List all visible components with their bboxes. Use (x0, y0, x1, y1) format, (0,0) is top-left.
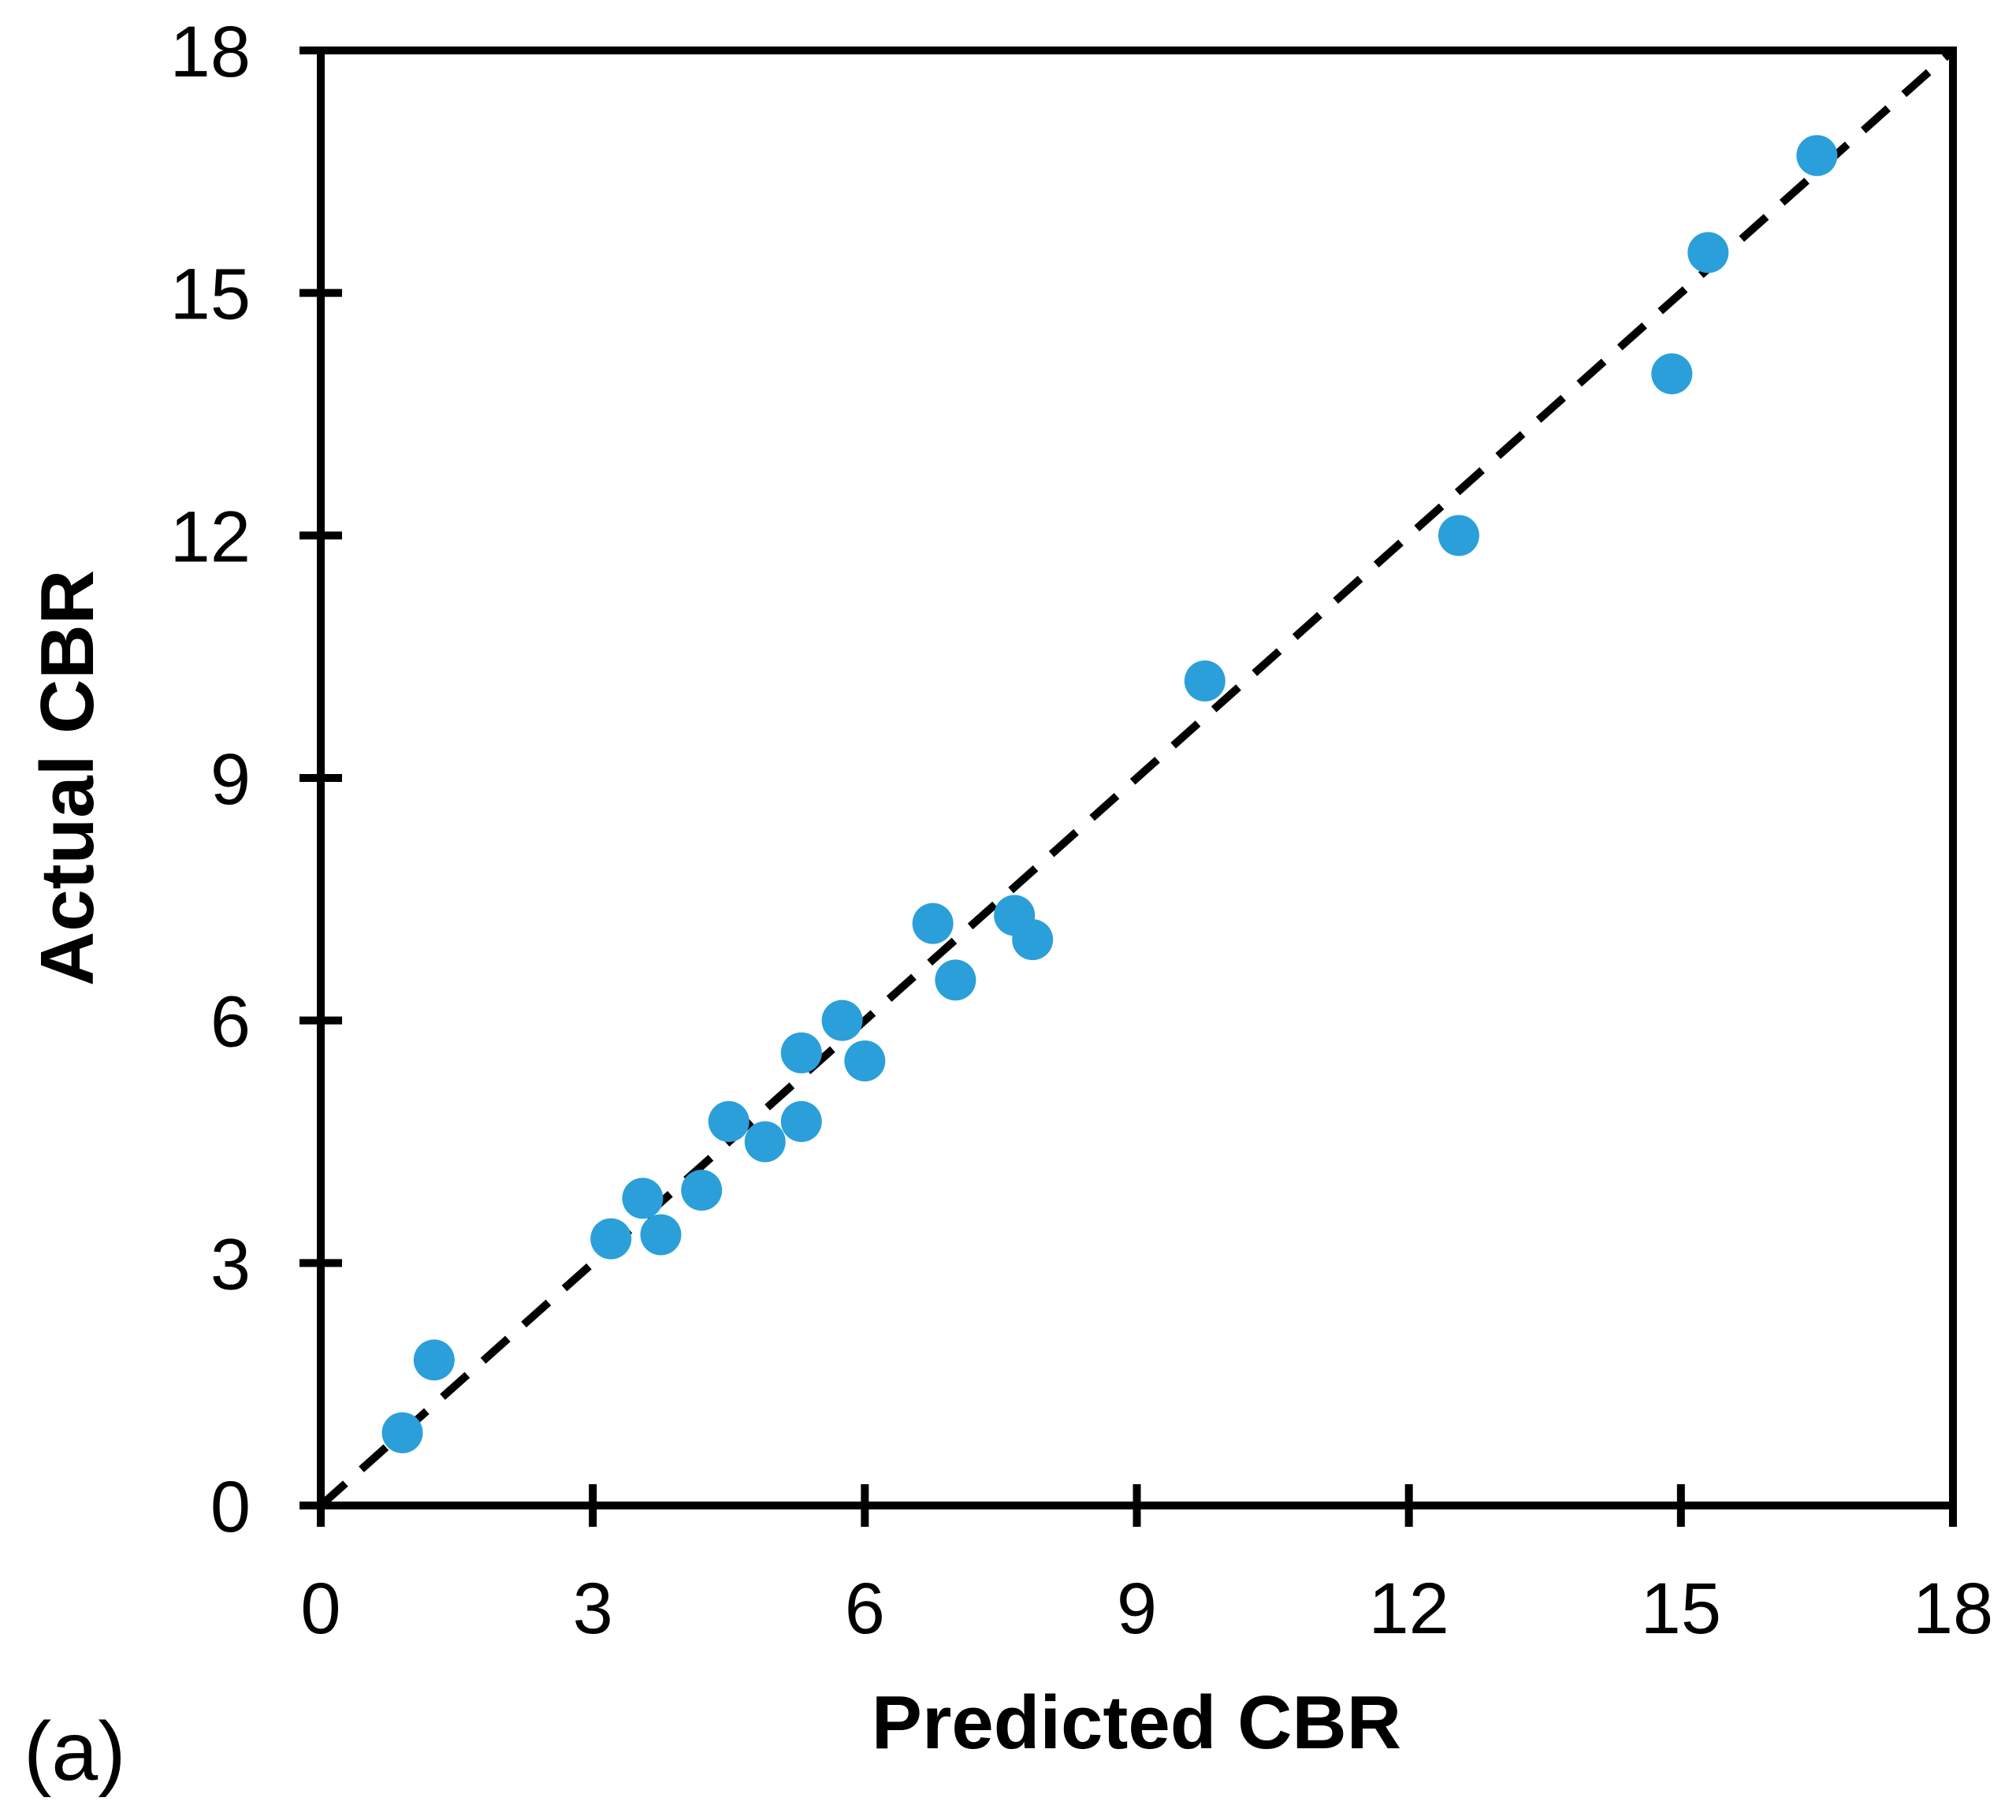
x-axis-title: Predicted CBR (872, 1680, 1401, 1765)
data-point (780, 1100, 822, 1142)
identity-line (318, 47, 1956, 1509)
x-tick-label: 12 (1368, 1569, 1449, 1649)
panel-label: (a) (24, 1705, 126, 1798)
data-point (1012, 919, 1054, 961)
plot-border (317, 47, 1957, 1509)
data-point (1438, 515, 1479, 556)
data-point (590, 1218, 632, 1260)
data-point (912, 903, 954, 944)
x-tick-label: 9 (1117, 1569, 1157, 1649)
data-point (1651, 353, 1693, 395)
y-axis-title: Actual CBR (25, 570, 110, 986)
y-tick-label: 12 (170, 497, 251, 577)
y-tick-label: 15 (170, 255, 251, 335)
x-tick-label: 0 (300, 1569, 340, 1649)
data-point (681, 1170, 723, 1211)
x-tick-label: 15 (1641, 1569, 1721, 1649)
x-tick-label: 3 (573, 1569, 613, 1649)
data-point (1687, 232, 1729, 274)
data-point (1796, 135, 1838, 177)
y-tick-label: 6 (210, 982, 251, 1063)
data-point (381, 1412, 423, 1453)
data-point (708, 1100, 749, 1142)
data-point (1184, 660, 1226, 702)
data-point (780, 1032, 822, 1074)
data-point (821, 999, 863, 1041)
y-tick-label: 18 (170, 12, 251, 92)
y-tick-label: 9 (210, 739, 251, 820)
data-point (640, 1214, 682, 1256)
y-tick-label: 3 (210, 1224, 251, 1305)
y-tick-label: 0 (210, 1467, 251, 1547)
data-point (935, 959, 976, 1001)
x-tick-label: 18 (1913, 1569, 1993, 1649)
x-tick-label: 6 (845, 1569, 885, 1649)
data-points-layer (381, 135, 1838, 1453)
data-point (844, 1040, 886, 1081)
data-point (744, 1121, 786, 1163)
data-point (413, 1339, 455, 1381)
data-point (622, 1178, 664, 1219)
identity-line-layer (318, 47, 1956, 1509)
